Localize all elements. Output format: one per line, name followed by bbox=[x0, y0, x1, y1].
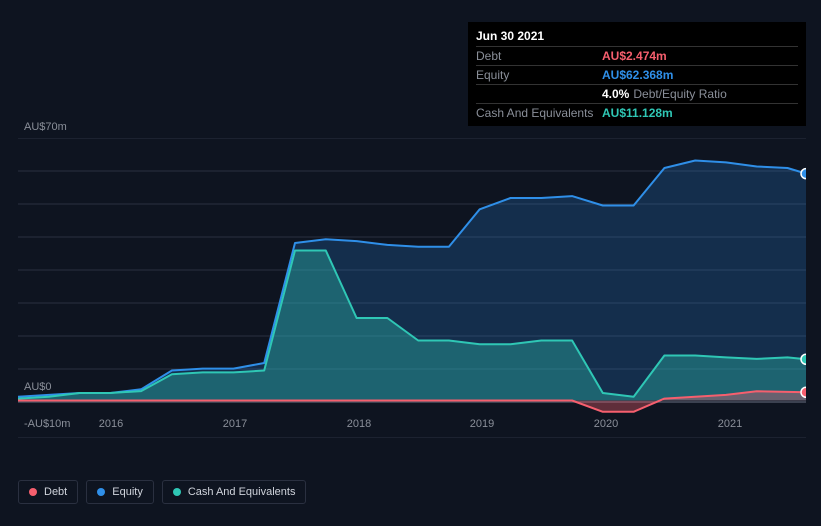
tooltip-row-label bbox=[476, 87, 602, 101]
x-axis-label: 2018 bbox=[347, 418, 371, 430]
tooltip-row-value: AU$62.368m bbox=[602, 68, 673, 82]
legend-label: Debt bbox=[44, 486, 67, 498]
end-marker-icon bbox=[801, 354, 806, 364]
tooltip-row: DebtAU$2.474m bbox=[476, 46, 798, 65]
tooltip-row-value: AU$11.128m bbox=[602, 106, 673, 120]
tooltip-row-value: AU$2.474m bbox=[602, 49, 667, 63]
legend-dot-icon bbox=[29, 488, 37, 496]
tooltip-row-value: 4.0%Debt/Equity Ratio bbox=[602, 87, 727, 101]
x-axis-label: 2017 bbox=[223, 418, 247, 430]
y-axis-label: AU$70m bbox=[24, 121, 67, 133]
end-marker-icon bbox=[801, 387, 806, 397]
legend-item-debt[interactable]: Debt bbox=[18, 480, 78, 504]
tooltip-row: EquityAU$62.368m bbox=[476, 65, 798, 84]
tooltip-row: 4.0%Debt/Equity Ratio bbox=[476, 84, 798, 103]
x-axis-label: 2019 bbox=[470, 418, 494, 430]
tooltip-panel: Jun 30 2021 DebtAU$2.474mEquityAU$62.368… bbox=[468, 22, 806, 126]
legend-label: Cash And Equivalents bbox=[188, 486, 296, 498]
x-axis-label: 2021 bbox=[718, 418, 742, 430]
end-marker-icon bbox=[801, 169, 806, 179]
y-axis-label: -AU$10m bbox=[24, 418, 70, 430]
legend-item-cash-and-equivalents[interactable]: Cash And Equivalents bbox=[162, 480, 307, 504]
legend-dot-icon bbox=[173, 488, 181, 496]
x-axis-label: 2016 bbox=[99, 418, 123, 430]
tooltip-row-label: Cash And Equivalents bbox=[476, 106, 602, 120]
tooltip-date: Jun 30 2021 bbox=[476, 26, 798, 46]
legend-item-equity[interactable]: Equity bbox=[86, 480, 154, 504]
legend: Debt Equity Cash And Equivalents bbox=[18, 480, 306, 504]
tooltip-row-label: Equity bbox=[476, 68, 602, 82]
x-axis: 2016 2017 2018 2019 2020 2021 bbox=[18, 418, 806, 432]
y-axis-label: AU$0 bbox=[24, 381, 52, 393]
legend-dot-icon bbox=[97, 488, 105, 496]
x-axis-label: 2020 bbox=[594, 418, 618, 430]
tooltip-row: Cash And EquivalentsAU$11.128m bbox=[476, 103, 798, 122]
financials-chart bbox=[18, 138, 806, 438]
tooltip-row-label: Debt bbox=[476, 49, 602, 63]
legend-label: Equity bbox=[112, 486, 143, 498]
